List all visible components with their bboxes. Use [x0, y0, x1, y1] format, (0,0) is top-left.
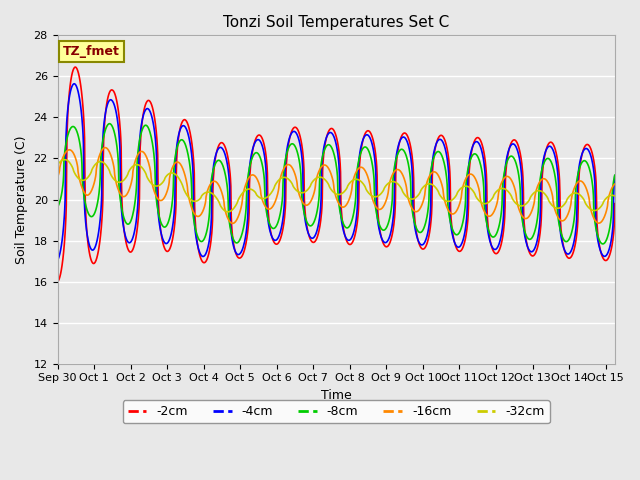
-16cm — [611, 181, 619, 187]
-4cm — [303, 228, 311, 233]
-8cm — [106, 121, 113, 127]
-4cm — [410, 218, 418, 224]
-32cm — [163, 173, 170, 179]
-32cm — [291, 186, 299, 192]
-4cm — [291, 129, 299, 134]
-2cm — [54, 279, 61, 285]
X-axis label: Time: Time — [321, 389, 351, 402]
-16cm — [444, 206, 451, 212]
-4cm — [444, 156, 451, 161]
-2cm — [374, 202, 381, 207]
-4cm — [70, 81, 78, 87]
-16cm — [374, 206, 381, 212]
-32cm — [54, 162, 61, 168]
Y-axis label: Soil Temperature (C): Soil Temperature (C) — [15, 135, 28, 264]
-8cm — [410, 217, 418, 223]
-16cm — [101, 145, 109, 151]
-2cm — [72, 64, 79, 70]
-8cm — [599, 241, 607, 247]
-8cm — [291, 143, 299, 149]
-32cm — [374, 193, 381, 199]
-4cm — [54, 257, 61, 263]
-8cm — [444, 182, 451, 188]
-2cm — [444, 146, 451, 152]
-16cm — [291, 172, 299, 178]
-2cm — [611, 201, 619, 206]
-32cm — [444, 199, 451, 204]
-32cm — [224, 209, 232, 215]
Line: -8cm: -8cm — [58, 124, 615, 244]
-4cm — [374, 216, 381, 222]
Title: Tonzi Soil Temperatures Set C: Tonzi Soil Temperatures Set C — [223, 15, 449, 30]
-2cm — [410, 204, 418, 210]
Text: TZ_fmet: TZ_fmet — [63, 45, 120, 58]
-8cm — [611, 172, 619, 178]
-16cm — [304, 202, 312, 208]
Line: -16cm: -16cm — [58, 148, 615, 223]
-8cm — [374, 215, 381, 221]
-8cm — [303, 220, 311, 226]
Legend: -2cm, -4cm, -8cm, -16cm, -32cm: -2cm, -4cm, -8cm, -16cm, -32cm — [123, 400, 550, 423]
-2cm — [303, 226, 311, 232]
-16cm — [411, 208, 419, 214]
-8cm — [54, 204, 61, 210]
-16cm — [54, 174, 61, 180]
-16cm — [229, 220, 237, 226]
-2cm — [163, 248, 170, 254]
-2cm — [291, 124, 299, 130]
-4cm — [163, 240, 170, 246]
-16cm — [163, 191, 170, 196]
-32cm — [304, 187, 312, 192]
-32cm — [61, 157, 68, 163]
-32cm — [611, 193, 619, 199]
-8cm — [163, 223, 170, 228]
-32cm — [411, 195, 419, 201]
Line: -4cm: -4cm — [58, 84, 615, 260]
Line: -2cm: -2cm — [58, 67, 615, 282]
Line: -32cm: -32cm — [58, 160, 615, 212]
-4cm — [611, 173, 619, 179]
